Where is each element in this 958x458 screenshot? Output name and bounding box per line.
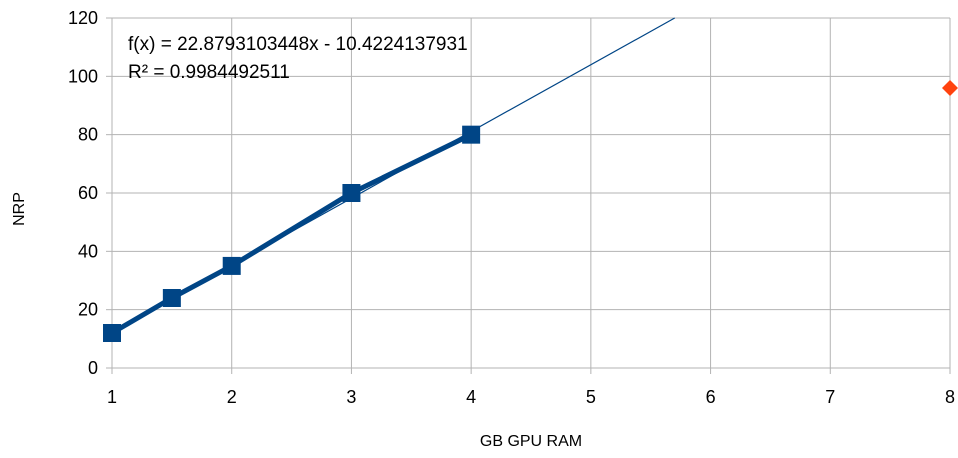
x-tick-label: 7	[825, 387, 835, 407]
x-tick-label: 5	[586, 387, 596, 407]
series-1-point	[942, 80, 958, 96]
trendline-equation: f(x) = 22.8793103448x - 10.4224137931	[128, 34, 468, 55]
series-0-point	[162, 289, 181, 307]
x-tick-label: 1	[107, 387, 117, 407]
series-group	[103, 80, 958, 342]
x-tick-label: 4	[466, 387, 476, 407]
y-tick-labels: 0 20 40 60 80 100 120	[68, 8, 98, 378]
series-0-point	[103, 324, 121, 342]
r-squared-label: R² = 0.9984492511	[128, 62, 290, 83]
x-tick-labels: 1 2 3 4 5 6 7 8	[107, 387, 955, 407]
series-0-point	[462, 125, 481, 144]
series-0-point	[222, 256, 241, 275]
x-axis-title: GB GPU RAM	[480, 433, 582, 450]
y-tick-label: 0	[88, 358, 98, 378]
x-tick-label: 8	[945, 387, 955, 407]
grid	[106, 17, 951, 374]
x-tick-label: 2	[227, 387, 237, 407]
y-tick-label: 40	[78, 241, 98, 261]
series-0-point	[342, 184, 361, 202]
y-tick-label: 60	[78, 183, 98, 203]
x-tick-label: 6	[706, 387, 716, 407]
x-tick-label: 3	[346, 387, 356, 407]
y-tick-label: 20	[78, 300, 98, 320]
y-tick-label: 80	[78, 125, 98, 145]
y-tick-label: 100	[68, 66, 98, 86]
y-tick-label: 120	[68, 8, 98, 28]
y-axis-title: NRP	[11, 192, 28, 226]
